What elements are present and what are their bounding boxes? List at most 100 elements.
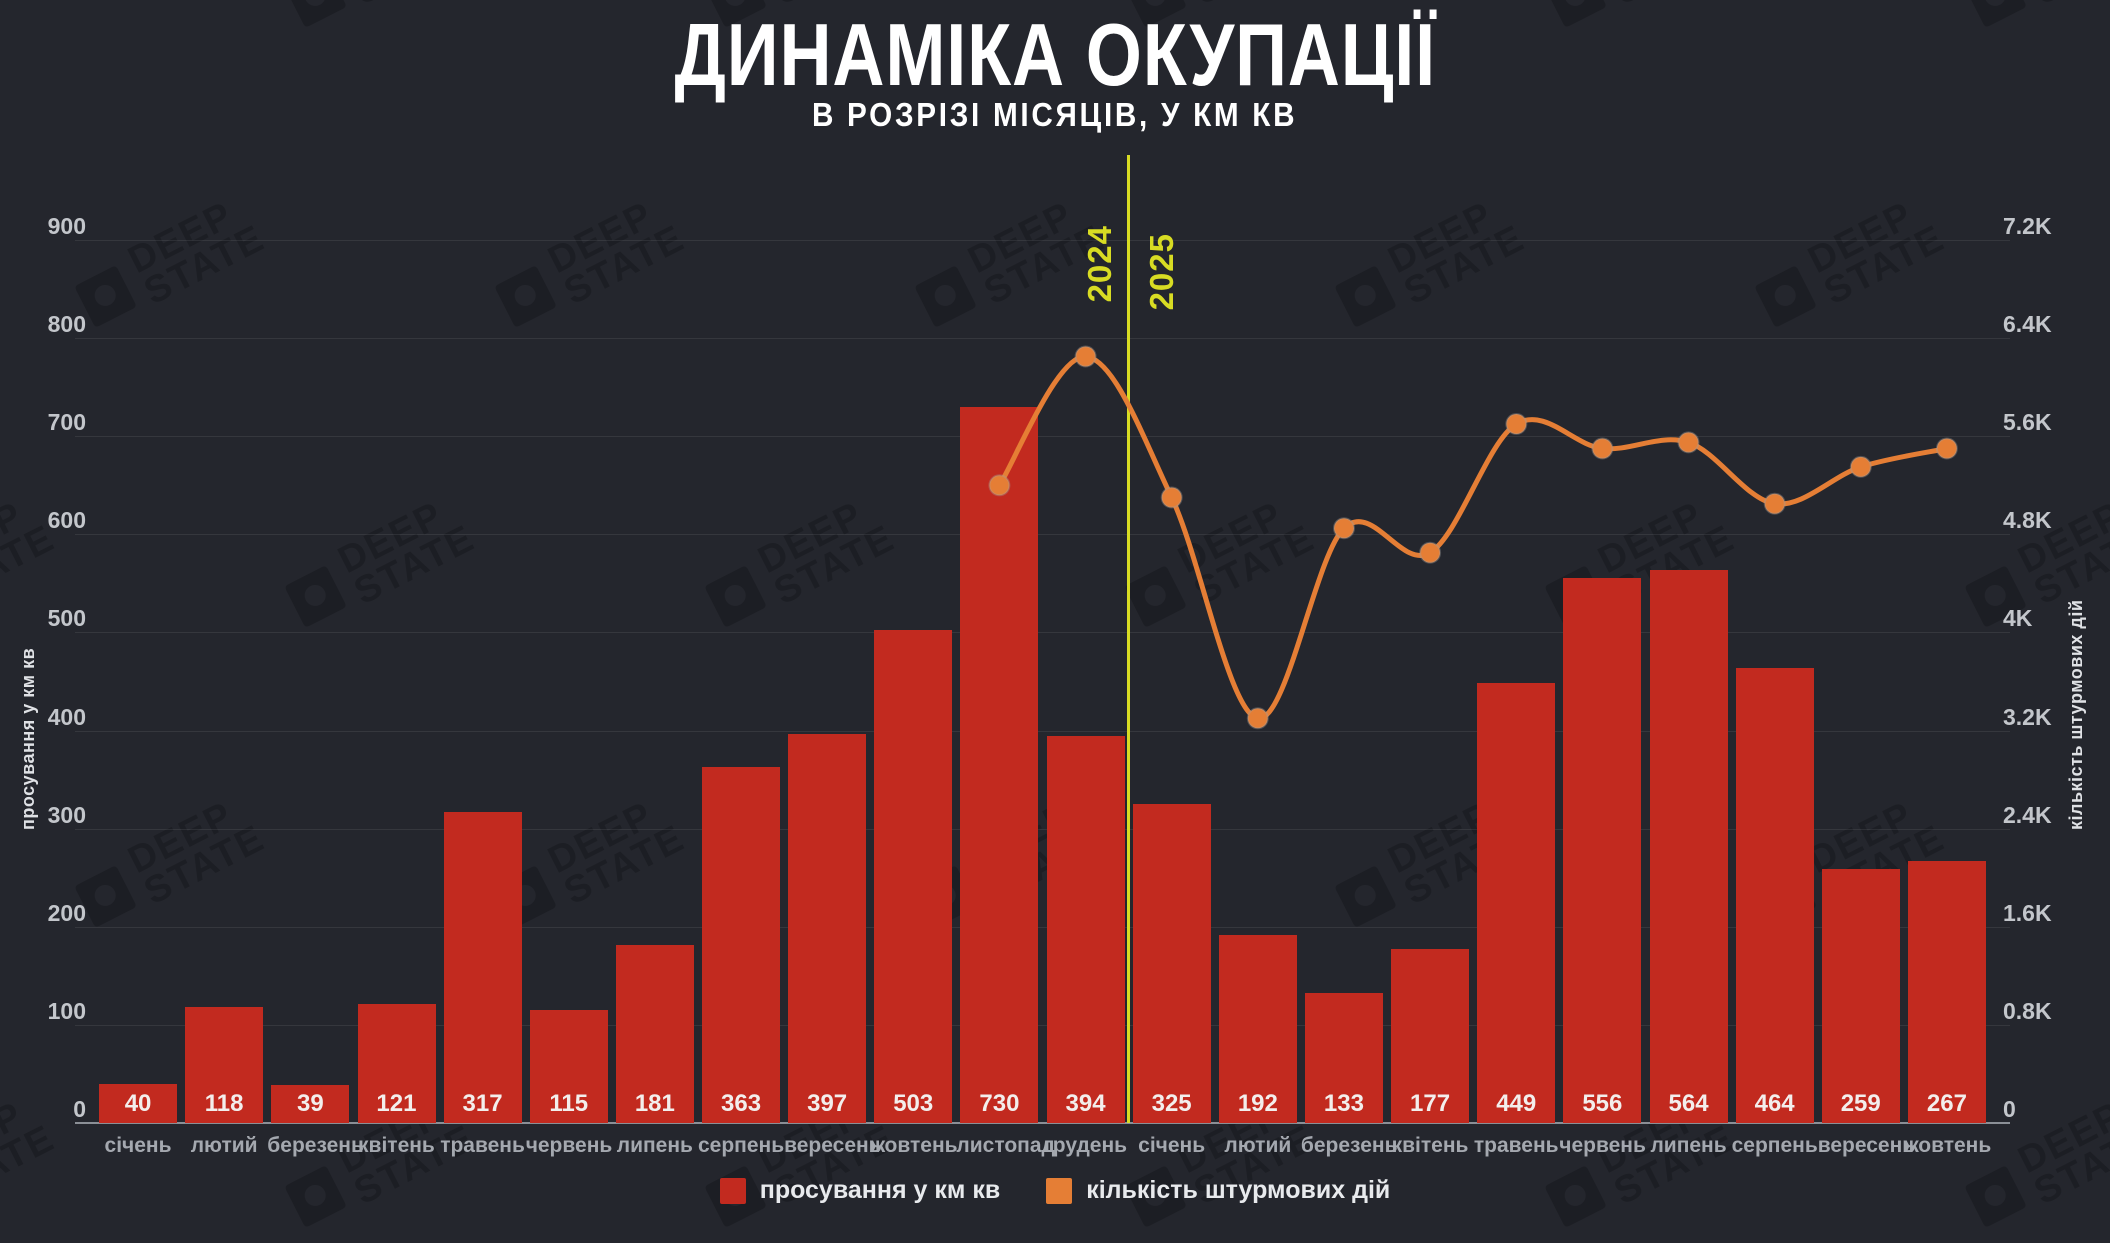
bar-value-label: 449 (1496, 1090, 1537, 1117)
bar-value-label: 181 (634, 1090, 675, 1117)
month-label: квітень (358, 1134, 435, 1157)
gridline (75, 926, 2010, 928)
legend-item-assaults: кількість штурмових дій (1046, 1176, 1390, 1205)
line-point (1849, 455, 1872, 478)
left-axis-tick: 0 (73, 1096, 86, 1122)
bar-вересень-397 (788, 733, 867, 1123)
gridline (75, 436, 2010, 438)
right-axis-tick: 0.8K (2003, 997, 2052, 1024)
right-axis-tick: 2.4K (2003, 801, 2052, 828)
line-point (1333, 517, 1355, 540)
bar-value-label: 363 (721, 1090, 762, 1117)
left-axis-tick: 400 (47, 703, 86, 730)
line-point (988, 474, 1011, 497)
chart-header: ДИНАМІКА ОКУПАЦІЇ (0, 4, 2110, 106)
left-axis-tick: 500 (47, 605, 86, 632)
right-axis-tick: 0 (2003, 1096, 2016, 1122)
bar-лютий-192 (1218, 934, 1297, 1123)
legend: просування у км кв кількість штурмових д… (0, 1176, 2110, 1205)
line-point (1160, 486, 1183, 509)
advance-legend-label: просування у км кв (759, 1176, 1001, 1204)
month-label: січень (1138, 1134, 1206, 1157)
month-label: липень (1650, 1134, 1727, 1157)
assault-actions-line-chart (988, 345, 1958, 730)
bar-value-label: 177 (1410, 1090, 1451, 1117)
right-axis-tick: 6.4K (2003, 311, 2052, 338)
bar-value-label: 133 (1323, 1090, 1364, 1117)
line-point (1419, 541, 1442, 564)
bar-value-label: 39 (296, 1090, 324, 1117)
chart-subtitle-row: В РОЗРІЗІ МІСЯЦІВ, У КМ КВ (0, 96, 2110, 134)
gridline (75, 1024, 2010, 1026)
left-axis-tick: 100 (47, 997, 86, 1024)
line-point (1677, 431, 1700, 454)
line-point (1763, 492, 1786, 515)
bar-value-label: 118 (204, 1090, 244, 1117)
bar-жовтень-267 (1907, 861, 1986, 1123)
line-point (1505, 413, 1528, 435)
chart-title: ДИНАМІКА ОКУПАЦІЇ (674, 5, 1436, 104)
bar-value-label: 464 (1754, 1090, 1795, 1117)
left-axis-tick: 700 (47, 409, 86, 436)
bar-value-label: 503 (893, 1090, 934, 1117)
line-point (1935, 437, 1958, 460)
month-label: лютий (1224, 1134, 1292, 1157)
bar-квітень-177 (1391, 949, 1470, 1123)
bar-березень-39 (271, 1084, 350, 1123)
month-label: квітень (1391, 1134, 1469, 1157)
month-label: лютий (190, 1134, 258, 1157)
bar-value-label: 325 (1151, 1090, 1192, 1117)
bar-липень-564 (1649, 569, 1728, 1123)
bar-value-label: 730 (979, 1090, 1020, 1117)
bar-липень-181 (615, 945, 694, 1123)
bar-травень-317 (443, 812, 522, 1123)
bar-січень-325 (1132, 804, 1211, 1123)
bar-value-label: 317 (462, 1090, 503, 1117)
month-label: вересень (784, 1134, 882, 1157)
line-point (1246, 707, 1269, 730)
bar-value-label: 259 (1840, 1090, 1881, 1117)
month-label: березень (1300, 1134, 1398, 1157)
month-label: січень (104, 1134, 172, 1157)
month-label: жовтень (1903, 1134, 1992, 1157)
plot-area: 40 118 39 121 317 115 181 363 397 503 730 394 325 192… (75, 155, 2010, 1124)
left-axis-tick: 200 (47, 899, 86, 926)
month-label: жовтень (870, 1134, 958, 1157)
advance-legend-swatch (719, 1177, 746, 1204)
line-point (1591, 437, 1614, 460)
assault-actions-line (996, 353, 1950, 721)
bar-лютий-118 (185, 1007, 264, 1123)
left-axis-tick: 900 (47, 213, 86, 239)
bar-червень-115 (529, 1010, 608, 1123)
bar-value-label: 397 (807, 1090, 848, 1117)
gridline (75, 338, 2010, 340)
right-axis-tick: 7.2K (2003, 213, 2052, 239)
bar-value-label: 40 (124, 1090, 152, 1117)
year-label-2024: 2024 (1080, 225, 1118, 303)
bar-березень-133 (1305, 992, 1383, 1123)
bar-value-label: 267 (1926, 1090, 1967, 1117)
bar-value-label: 121 (376, 1090, 417, 1117)
gridline (75, 828, 2010, 830)
month-label: грудень (1044, 1134, 1128, 1157)
bar-value-label: 556 (1582, 1090, 1623, 1117)
bar-value-label: 564 (1668, 1090, 1709, 1117)
gridline (75, 534, 2010, 536)
bar-жовтень-503 (874, 629, 953, 1123)
left-axis-tick: 300 (47, 801, 86, 828)
left-axis-tick: 600 (47, 507, 86, 534)
legend-item-advance: просування у км кв (719, 1176, 1001, 1205)
bar-value-label: 115 (549, 1090, 589, 1117)
bar-серпень-363 (702, 766, 780, 1123)
bar-вересень-259 (1821, 868, 1900, 1123)
right-axis-tick: 5.6K (2003, 409, 2052, 436)
bar-серпень-464 (1735, 667, 1814, 1123)
bar-value-label: 394 (1065, 1090, 1106, 1117)
bar-квітень-121 (357, 1004, 436, 1123)
month-label: вересень (1817, 1134, 1916, 1157)
right-axis-tick: 1.6K (2003, 899, 2052, 926)
bar-грудень-394 (1046, 736, 1125, 1123)
bar-червень-556 (1563, 577, 1642, 1123)
right-axis-tick: 4.8K (2003, 507, 2052, 534)
month-label: травень (1473, 1134, 1559, 1157)
